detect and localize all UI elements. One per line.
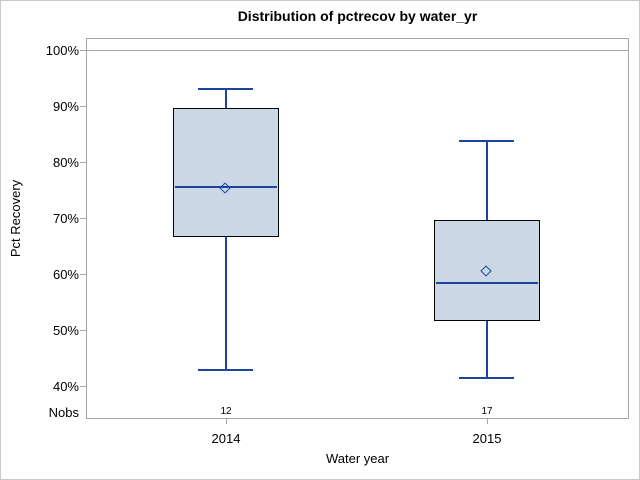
x-tick: [226, 419, 227, 424]
chart-title: Distribution of pctrecov by water_yr: [237, 8, 478, 24]
y-tick-label: 100%: [45, 43, 79, 58]
median-line: [436, 281, 538, 284]
nobs-row-label: Nobs: [48, 405, 79, 420]
y-tick-label: 90%: [52, 99, 79, 114]
whisker-upper: [225, 89, 227, 108]
x-tick-label: 2014: [211, 431, 241, 446]
y-tick-label: 60%: [52, 267, 79, 282]
y-tick-label: 70%: [52, 211, 79, 226]
box: [434, 219, 540, 322]
whisker-cap-upper: [459, 140, 514, 143]
whisker-lower: [486, 321, 488, 379]
x-axis-title: Water year: [325, 451, 390, 466]
y-tick: [80, 218, 86, 219]
y-tick: [80, 162, 86, 163]
y-tick: [80, 106, 86, 107]
nobs-value: 17: [481, 406, 493, 417]
nobs-value: 12: [220, 406, 232, 417]
whisker-cap-upper: [198, 88, 253, 91]
y-tick-label: 50%: [52, 323, 79, 338]
y-tick-label: 80%: [52, 155, 79, 170]
whisker-cap-lower: [459, 377, 514, 380]
x-tick: [487, 419, 488, 424]
whisker-lower: [225, 237, 227, 371]
median-line: [175, 186, 277, 189]
box: [173, 107, 279, 238]
reference-line: [87, 50, 628, 51]
x-tick-label: 2015: [472, 431, 502, 446]
y-tick: [80, 274, 86, 275]
y-tick: [80, 330, 86, 331]
whisker-cap-lower: [198, 369, 253, 372]
whisker-upper: [486, 141, 488, 220]
y-tick: [80, 50, 86, 51]
y-tick: [80, 386, 86, 387]
y-tick-label: 40%: [52, 379, 79, 394]
